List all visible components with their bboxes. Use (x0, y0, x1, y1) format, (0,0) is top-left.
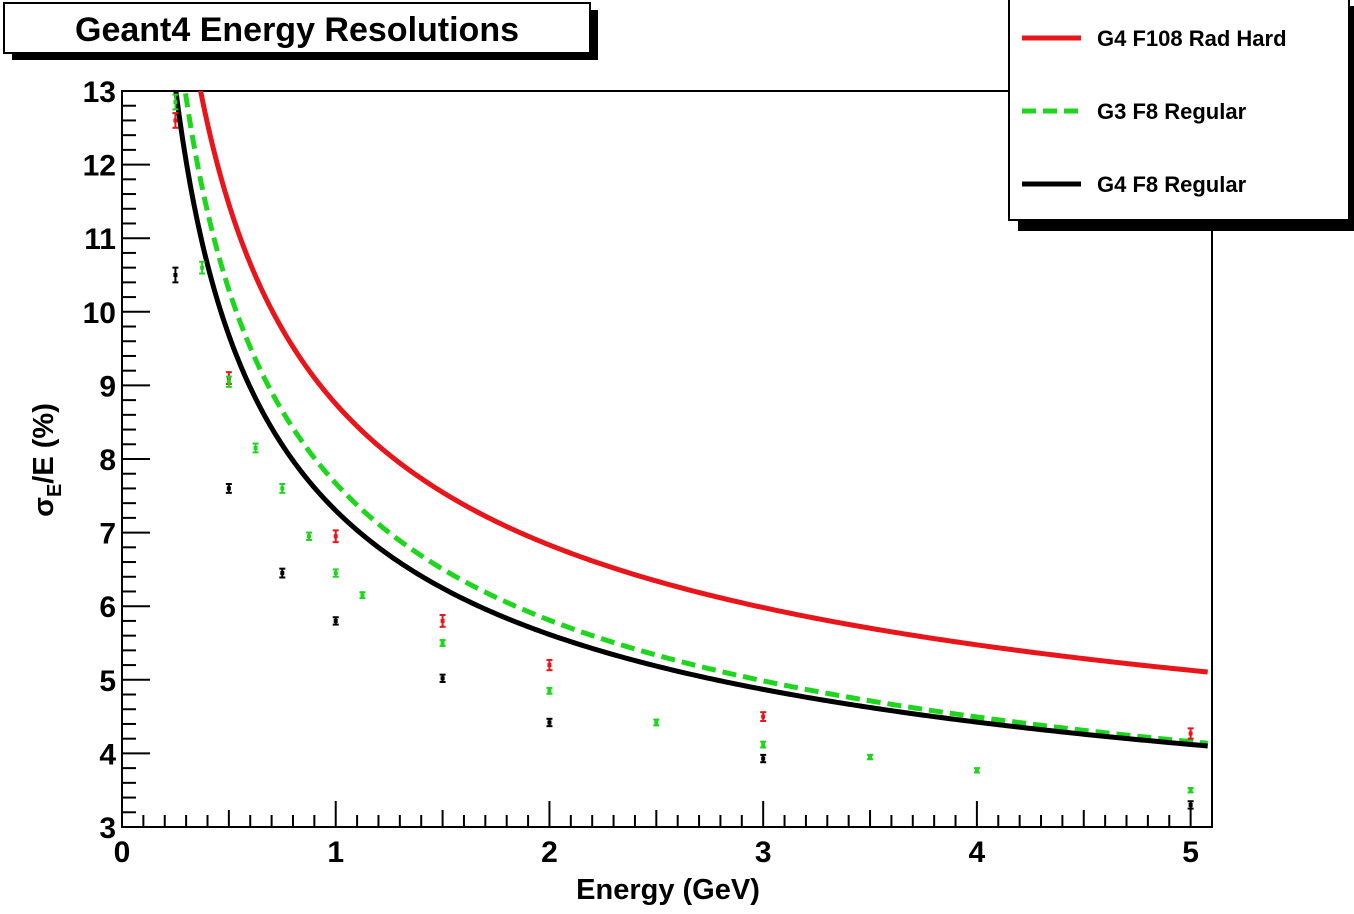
legend-entry: G3 F8 Regular (1022, 99, 1247, 124)
data-point (439, 673, 446, 684)
data-point (760, 740, 767, 749)
data-point (252, 442, 259, 454)
data-point (760, 711, 767, 723)
title-box: Geant4 Energy Resolutions (3, 2, 598, 60)
data-point (973, 767, 980, 774)
y-tick-label: 7 (99, 518, 116, 551)
data-point (172, 93, 179, 111)
data-point (546, 717, 553, 728)
y-tick-label: 5 (99, 665, 116, 698)
data-point (172, 112, 179, 129)
x-axis-label: Energy (GeV) (576, 874, 760, 906)
x-tick-label: 1 (327, 836, 344, 869)
y-tick-label: 4 (99, 738, 116, 771)
data-point (279, 567, 286, 579)
data-point (1187, 800, 1194, 810)
title-frame (3, 2, 591, 54)
legend-label: G4 F8 Regular (1097, 172, 1247, 197)
y-tick-label: 9 (99, 370, 116, 403)
data-point (1187, 727, 1194, 740)
data-point (199, 260, 206, 275)
chart-title: Geant4 Energy Resolutions (75, 11, 519, 49)
legend-entry: G4 F8 Regular (1022, 172, 1247, 197)
x-tick-label: 3 (755, 836, 772, 869)
y-tick-label: 11 (84, 223, 116, 256)
y-axis-label: σE/E (%) (28, 403, 66, 517)
data-points (172, 93, 1194, 810)
legend-entry: G4 F108 Rad Hard (1022, 26, 1287, 51)
data-point (332, 529, 339, 544)
y-tick-label: 12 (83, 150, 116, 183)
data-point (653, 718, 660, 727)
data-point (225, 375, 232, 388)
fit-curve (198, 91, 1208, 675)
data-point (332, 616, 339, 626)
data-point (439, 614, 446, 628)
data-point (332, 568, 339, 578)
legend-label: G3 F8 Regular (1097, 99, 1247, 124)
data-point (760, 753, 767, 764)
data-point (1187, 786, 1194, 794)
y-tick-label: 6 (99, 591, 116, 624)
data-point (546, 686, 553, 695)
y-tick-label: 10 (83, 297, 116, 330)
x-tick-label: 5 (1182, 836, 1199, 869)
data-point (225, 483, 232, 494)
legend: G4 F108 Rad Hard G3 F8 Regular G4 F8 Regul… (1008, 0, 1354, 231)
data-point (279, 483, 286, 494)
x-tick-label: 4 (969, 836, 986, 869)
data-point (867, 753, 874, 761)
fit-curve (182, 91, 1208, 746)
data-point (306, 531, 313, 541)
data-point (359, 591, 366, 600)
y-axis-label-rest: /E (%) (28, 403, 60, 484)
data-point (439, 639, 446, 647)
legend-label: G4 F108 Rad Hard (1097, 26, 1287, 51)
y-axis-label-subscript: E (44, 484, 66, 497)
y-tick-label: 8 (99, 444, 116, 477)
y-axis-label-sigma: σ (28, 497, 60, 517)
data-point (546, 658, 553, 672)
x-tick-label: 0 (114, 836, 131, 869)
y-tick-label: 3 (99, 812, 116, 845)
x-tick-label: 2 (541, 836, 558, 869)
fit-curves (173, 91, 1208, 749)
data-point (172, 266, 179, 284)
fit-curve (173, 91, 1208, 749)
y-tick-label: 13 (83, 76, 116, 109)
